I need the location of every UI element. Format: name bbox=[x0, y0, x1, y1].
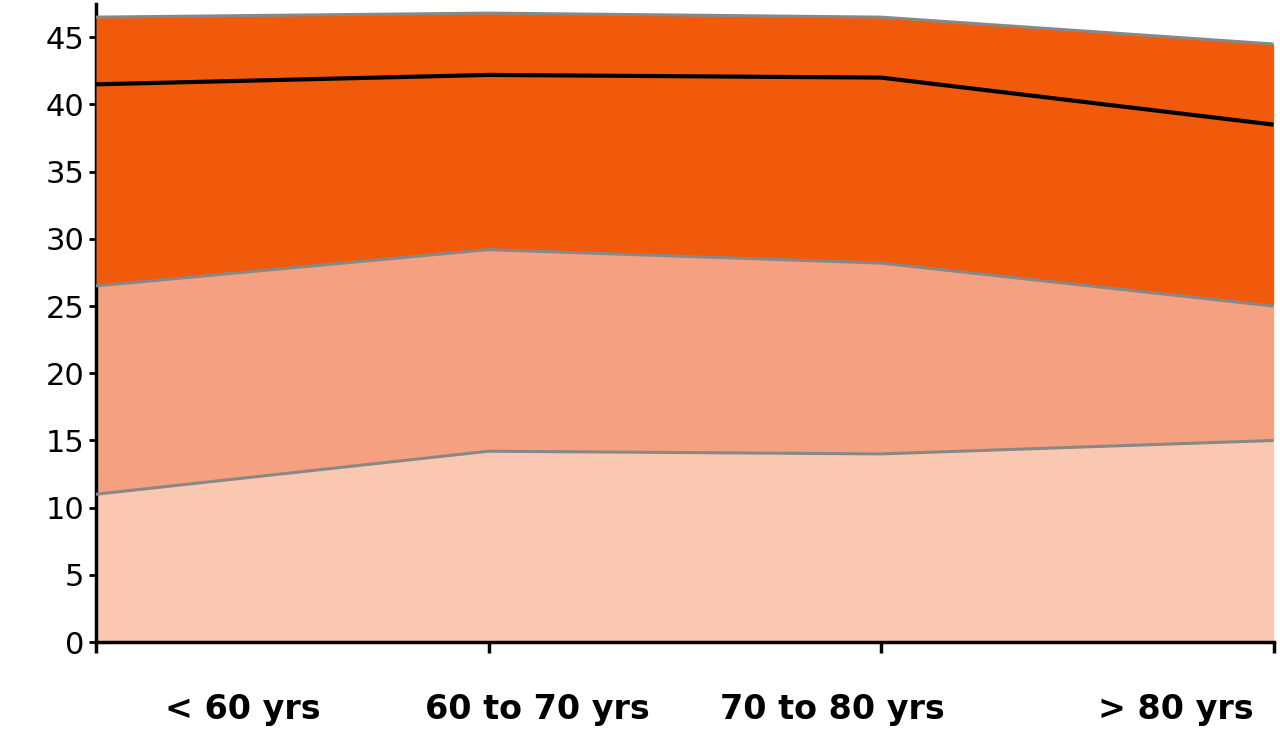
Text: 60 to 70 yrs: 60 to 70 yrs bbox=[425, 693, 650, 726]
Text: 70 to 80 yrs: 70 to 80 yrs bbox=[719, 693, 945, 726]
Text: < 60 yrs: < 60 yrs bbox=[165, 693, 321, 726]
Text: > 80 yrs: > 80 yrs bbox=[1098, 693, 1253, 726]
